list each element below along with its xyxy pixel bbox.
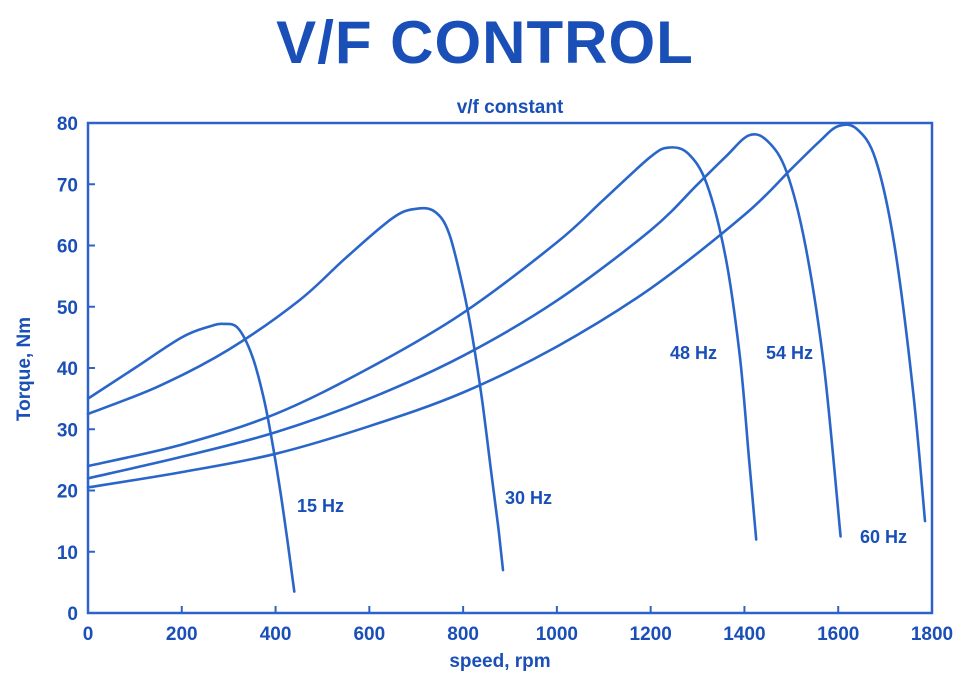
series-label: 48 Hz xyxy=(670,343,717,363)
chart-subtitle: v/f constant xyxy=(457,97,564,118)
chart-title: V/F CONTROL xyxy=(276,9,694,76)
labels-group: v/f constant speed, rpm Torque, Nm xyxy=(14,97,564,672)
y-tick-label: 40 xyxy=(57,359,78,380)
x-tick-label: 1600 xyxy=(817,624,859,645)
plot-frame-group xyxy=(86,121,934,615)
y-tick-label: 70 xyxy=(57,175,78,196)
y-tick-label: 20 xyxy=(57,482,78,503)
x-tick-label: 600 xyxy=(353,624,385,645)
x-axis-label: speed, rpm xyxy=(449,651,550,672)
x-tick-label: 400 xyxy=(260,624,292,645)
series-label: 30 Hz xyxy=(505,488,552,508)
y-tick-label: 80 xyxy=(57,114,78,135)
y-axis-label: Torque, Nm xyxy=(14,317,35,421)
series-line-60-hz xyxy=(86,123,927,523)
series-label: 54 Hz xyxy=(766,343,813,363)
series-group: 15 Hz 30 Hz 48 Hz 54 Hz 60 Hz xyxy=(86,123,927,593)
x-tick-label: 1400 xyxy=(723,624,765,645)
series-label: 15 Hz xyxy=(297,496,344,516)
series-line-30-hz xyxy=(86,206,505,572)
x-tick-label: 1200 xyxy=(630,624,672,645)
x-tick-label: 200 xyxy=(166,624,198,645)
series-line-54-hz xyxy=(86,133,842,538)
x-tick-label: 1000 xyxy=(536,624,578,645)
plot-frame xyxy=(86,121,934,615)
series-label: 60 Hz xyxy=(860,527,907,547)
ticks-group: 0 200 400 600 800 1000 1200 1400 1600 1800 0 10 20 30… xyxy=(57,114,953,645)
series-line-48-hz xyxy=(86,146,758,541)
y-tick-label: 60 xyxy=(57,237,78,258)
y-tick-label: 0 xyxy=(67,604,78,625)
x-tick-label: 800 xyxy=(447,624,479,645)
x-tick-label: 1800 xyxy=(911,624,953,645)
y-tick-label: 50 xyxy=(57,298,78,319)
y-tick-label: 10 xyxy=(57,543,78,564)
x-tick-label: 0 xyxy=(83,624,94,645)
y-tick-label: 30 xyxy=(57,420,78,441)
